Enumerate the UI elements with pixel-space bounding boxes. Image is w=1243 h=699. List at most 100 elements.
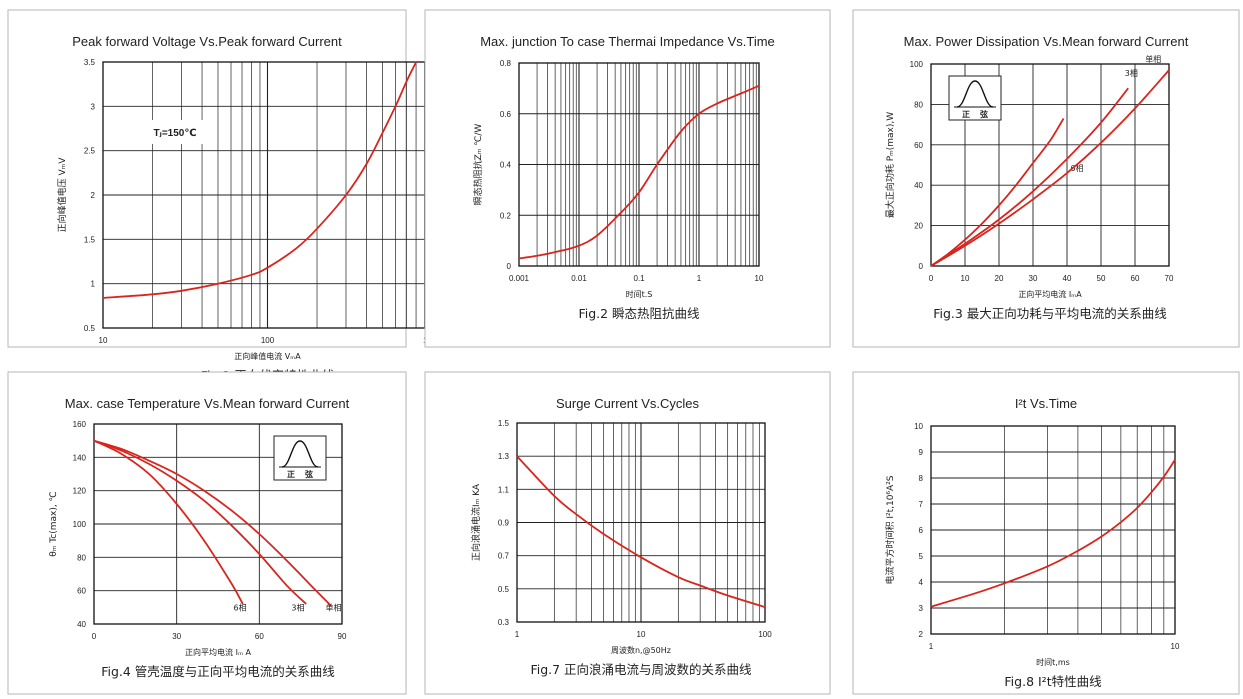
- y-tick-label: 1: [91, 280, 96, 289]
- y-tick-label: 0.3: [498, 618, 510, 627]
- data-curve-series: [516, 455, 766, 608]
- x-tick-label: 90: [338, 632, 347, 641]
- panel-frame: [424, 9, 831, 348]
- x-tick-label: 10: [755, 274, 764, 283]
- data-curve-series: [102, 61, 417, 299]
- chart-title: Max. case Temperature Vs.Mean forward Cu…: [65, 396, 350, 411]
- y-tick-label: 20: [914, 222, 923, 231]
- figure-caption: Fig.3 最大正向功耗与平均电流的关系曲线: [933, 306, 1167, 321]
- y-tick-label: 0.6: [500, 110, 512, 119]
- inset-label: 正: [287, 470, 295, 479]
- y-tick-label: 100: [73, 520, 87, 529]
- inset-label: 正: [962, 110, 970, 119]
- x-tick-label: 40: [1063, 274, 1072, 283]
- panel-frame: [7, 371, 407, 695]
- x-tick-label: 70: [1165, 274, 1174, 283]
- plot-frame: [516, 422, 766, 623]
- y-tick-label: 3.5: [84, 58, 96, 67]
- x-tick-label: 10: [99, 336, 108, 345]
- x-tick-label: 1: [697, 274, 702, 283]
- data-curve-6相: [93, 439, 244, 605]
- series-label: 3相: [1125, 68, 1138, 78]
- y-tick-label: 0: [919, 262, 924, 271]
- y-tick-label: 0.5: [84, 324, 96, 333]
- chart-title: Surge Current Vs.Cycles: [556, 396, 700, 411]
- y-tick-label: 1.1: [498, 485, 510, 494]
- plot-frame: [93, 423, 343, 625]
- x-tick-label: 0: [92, 632, 97, 641]
- series-label: 6相: [233, 603, 246, 613]
- y-tick-label: 1.5: [498, 419, 510, 428]
- waveform-inset: [948, 75, 1002, 121]
- chart-title: Peak forward Voltage Vs.Peak forward Cur…: [72, 34, 342, 49]
- x-tick-label: 30: [172, 632, 181, 641]
- y-axis-label: 电流平方时间积 I²t,10⁶A²S: [884, 475, 896, 584]
- x-tick-label: 30: [1029, 274, 1038, 283]
- x-axis-label: 正向平均电流 IₘA: [1018, 289, 1082, 299]
- y-tick-label: 80: [914, 100, 923, 109]
- chart-title: I²t Vs.Time: [1015, 396, 1077, 411]
- y-tick-label: 4: [919, 578, 924, 587]
- chart-title: Max. Power Dissipation Vs.Mean forward C…: [904, 34, 1189, 49]
- y-tick-label: 1.5: [84, 235, 96, 244]
- x-tick-label: 0: [929, 274, 934, 283]
- x-axis-label: 周波数n,@50Hz: [611, 645, 671, 655]
- y-axis-label: 瞬态热阻抗Zₘ ℃/W: [472, 124, 484, 206]
- inset-label: 弦: [980, 109, 988, 119]
- x-axis-label: 正向平均电流 Iₘ A: [185, 647, 251, 657]
- series-label: 单相: [1145, 54, 1161, 64]
- chart-panel-3: 0 10 20 30 40 50 60 70 0 20 40 60 80 100 Max. Power Di…: [852, 9, 1240, 348]
- y-tick-label: 10: [914, 422, 923, 431]
- panel-frame: [7, 9, 407, 348]
- data-curve-3相: [93, 439, 307, 605]
- figure-caption: Fig.2 瞬态热阻抗曲线: [578, 306, 700, 321]
- chart-panel-6: 1 10 2 3 4 5 6 7 8 9 10 I²t Vs.Time 时间t,ms Fig.8 I²t特…: [852, 371, 1240, 695]
- x-tick-label: 60: [1131, 274, 1140, 283]
- y-tick-label: 0.8: [500, 59, 512, 68]
- panel-frame: [424, 371, 831, 695]
- x-tick-label: 50: [1097, 274, 1106, 283]
- x-axis-label: 时间t.S: [626, 289, 653, 299]
- y-tick-label: 2: [919, 630, 924, 639]
- plot-frame: [930, 63, 1170, 267]
- data-curve-series: [518, 84, 760, 260]
- y-axis-label: θₘ Tc(max), ℃: [49, 491, 59, 556]
- y-axis-label: 最大正向功耗 Pₘ(max),W: [884, 112, 896, 218]
- data-curve-单相: [93, 439, 332, 607]
- x-tick-label: 20: [995, 274, 1004, 283]
- y-tick-label: 60: [914, 141, 923, 150]
- y-tick-label: 0.9: [498, 519, 510, 528]
- figure-caption: Fig.7 正向浪涌电流与周波数的关系曲线: [530, 662, 752, 677]
- chart-panel-4: 0 30 60 90 40 60 80 100 120 140 160 Max. case Tempe…: [7, 371, 407, 695]
- y-tick-label: 160: [73, 420, 87, 429]
- plot-frame: [930, 425, 1176, 635]
- annotation-bg: [146, 120, 204, 144]
- x-tick-label: 100: [758, 630, 772, 639]
- series-label: 3相: [291, 603, 304, 613]
- y-tick-label: 120: [73, 487, 87, 496]
- x-tick-label: 10: [637, 630, 646, 639]
- x-tick-label: 0.01: [571, 274, 587, 283]
- data-curve-6相: [930, 118, 1065, 267]
- sine-waveform-icon: [956, 80, 994, 108]
- y-tick-label: 0.5: [498, 585, 510, 594]
- chart-title: Max. junction To case Thermai Impedance …: [480, 34, 775, 49]
- y-tick-label: 0.2: [500, 211, 512, 220]
- x-tick-label: 0.1: [633, 274, 645, 283]
- y-tick-label: 2: [91, 191, 96, 200]
- y-tick-label: 60: [77, 587, 86, 596]
- y-tick-label: 40: [77, 620, 86, 629]
- x-tick-label: 1: [929, 642, 934, 651]
- y-tick-label: 7: [919, 500, 924, 509]
- data-curve-3相: [930, 87, 1129, 267]
- y-axis-label: 正向峰值电压 VₘV: [56, 157, 68, 233]
- plot-frame: [518, 62, 760, 267]
- figure-caption: Fig.4 管壳温度与正向平均电流的关系曲线: [101, 664, 335, 679]
- x-tick-label: 10: [961, 274, 970, 283]
- x-axis-label: 时间t,ms: [1036, 657, 1070, 667]
- data-curve-series: [930, 459, 1176, 608]
- y-axis-label: 正向浪涌电流Iₘ KA: [470, 483, 482, 561]
- y-tick-label: 0.4: [500, 161, 512, 170]
